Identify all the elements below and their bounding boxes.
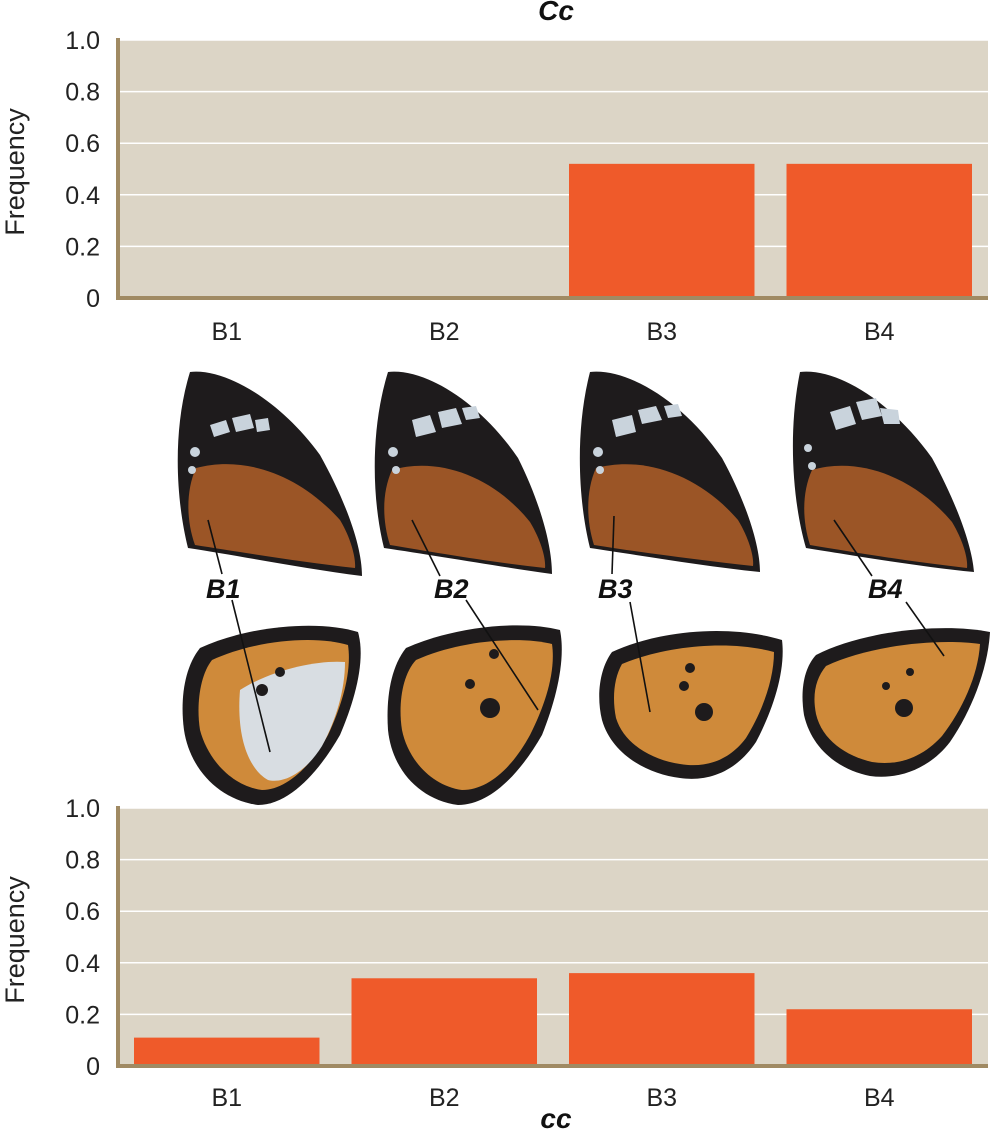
- bar-b4: [786, 163, 972, 298]
- x-tick-label: B1: [211, 318, 242, 346]
- wing-label-b3: B3: [598, 574, 633, 604]
- wing-label-b4: B4: [868, 574, 903, 604]
- bar-b2: [351, 978, 537, 1066]
- bar-b4: [786, 1009, 972, 1066]
- x-tick-labels: B1 B2 B3 B4: [211, 318, 894, 346]
- y-tick-label: 0.2: [65, 233, 100, 261]
- x-tick-label: B1: [211, 1084, 242, 1112]
- y-axis-label: Frequency: [0, 876, 30, 1004]
- chart-cc-heterozygous: Cc 0 0.2 0.4 0.6 0.8 1.0 B1 B2 B3 B4 Frequency: [0, 0, 988, 346]
- bar-b1: [134, 1037, 320, 1066]
- x-tick-label: B3: [646, 318, 677, 346]
- y-tick-label: 0.8: [65, 79, 100, 107]
- y-tick-label: 0.8: [65, 847, 100, 875]
- hindwing-b3: [599, 630, 783, 779]
- leader-lines: [207, 515, 945, 753]
- y-tick-label: 0.2: [65, 1001, 100, 1029]
- bar-b3: [569, 163, 755, 298]
- chart-title: Cc: [538, 0, 574, 26]
- x-axis-label: cc: [540, 1103, 572, 1134]
- y-tick-labels: 0 0.2 0.4 0.6 0.8 1.0: [65, 27, 100, 313]
- y-tick-label: 0: [86, 285, 100, 313]
- forewing-b4: [792, 371, 974, 572]
- bars: [134, 973, 972, 1066]
- bar-b3: [569, 973, 755, 1066]
- y-tick-label: 0: [86, 1053, 100, 1081]
- y-tick-labels: 0 0.2 0.4 0.6 0.8 1.0: [65, 795, 100, 1081]
- x-tick-label: B2: [429, 318, 460, 346]
- y-tick-label: 0.6: [65, 130, 100, 158]
- forewing-b1: [177, 371, 362, 576]
- x-tick-labels: B1 B2 B3 B4: [211, 1084, 894, 1112]
- hindwing-b4: [802, 628, 990, 777]
- butterfly-wings: B1 B2 B3 B4: [177, 371, 990, 805]
- x-tick-label: B4: [864, 318, 895, 346]
- x-tick-label: B2: [429, 1084, 460, 1112]
- hindwing-b1: [182, 625, 361, 805]
- forewing-b2: [374, 371, 552, 574]
- y-tick-label: 0.4: [65, 182, 100, 210]
- forewing-b3: [579, 371, 760, 572]
- y-tick-label: 1.0: [65, 795, 100, 823]
- x-tick-label: B4: [864, 1084, 895, 1112]
- y-tick-label: 1.0: [65, 27, 100, 55]
- hindwing-b2: [387, 625, 562, 805]
- wing-label-b1: B1: [206, 574, 241, 604]
- y-tick-label: 0.4: [65, 950, 100, 978]
- y-axis-label: Frequency: [0, 108, 30, 236]
- wing-label-b2: B2: [434, 574, 469, 604]
- y-tick-label: 0.6: [65, 898, 100, 926]
- bars: [134, 163, 972, 298]
- chart-cc-homozygous: 0 0.2 0.4 0.6 0.8 1.0 B1 B2 B3 B4 Frequency cc: [0, 795, 988, 1134]
- x-tick-label: B3: [646, 1084, 677, 1112]
